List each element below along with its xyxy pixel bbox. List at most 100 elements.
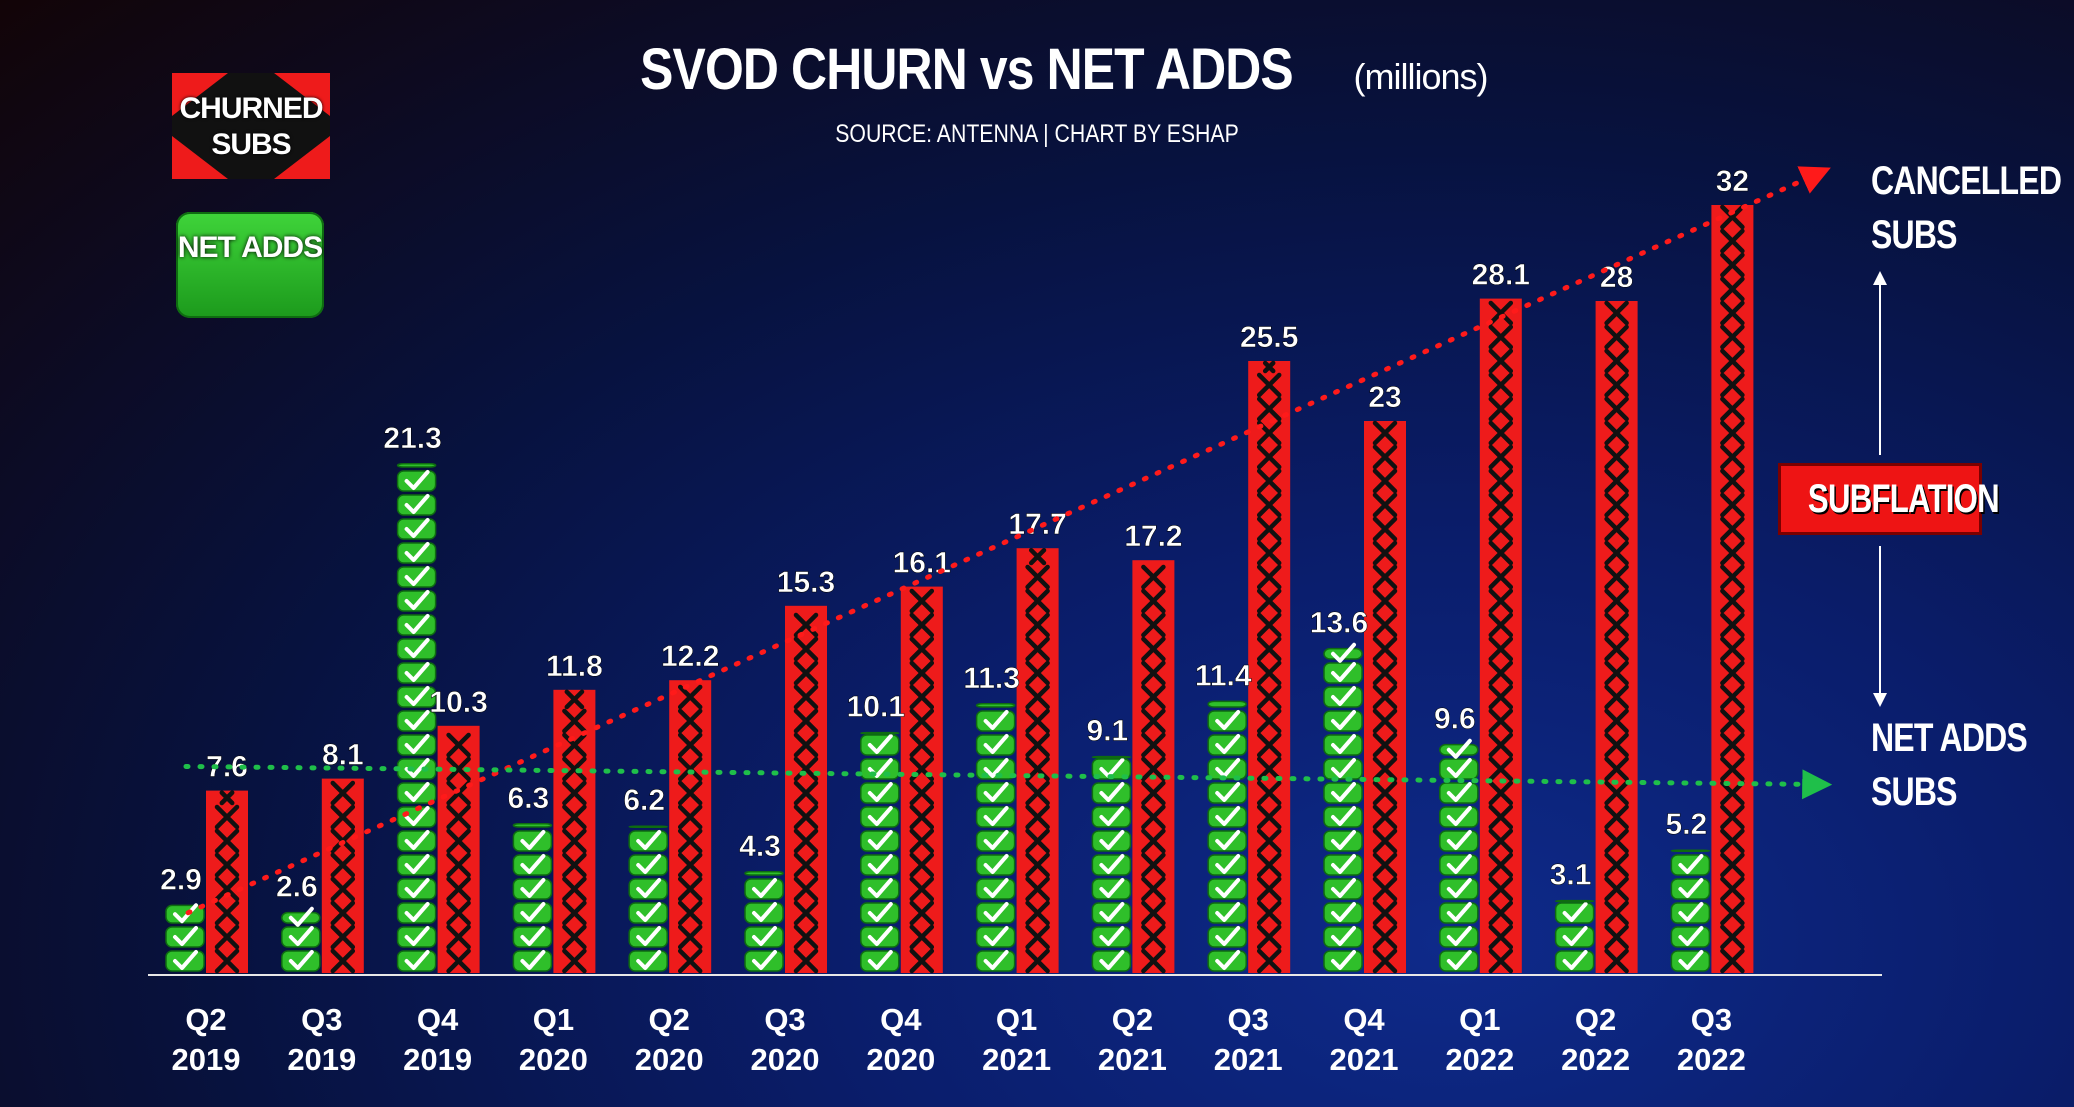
churned-value-label: 25.5 [1240,321,1298,354]
x-tick-year: 2020 [519,1042,588,1077]
net-adds-value-label: 21.3 [383,422,441,455]
net-adds-bar [1554,899,1595,972]
x-tick-quarter: Q2 [185,1002,226,1037]
churned-value-label: 23 [1368,381,1401,414]
net-adds-value-label: 9.1 [1087,715,1129,748]
cancelled-line-2: SUBS [1871,213,1958,257]
net-adds-bar [1439,738,1479,972]
x-tick-year: 2019 [403,1042,472,1077]
x-tick-quarter: Q1 [996,1002,1037,1037]
net-adds-value-label: 6.3 [508,782,550,815]
x-tick-quarter: Q3 [764,1002,805,1037]
net-adds-bar [1207,700,1247,972]
trend-lines-layer [183,166,1833,916]
net-adds-value-label: 2.6 [276,871,318,904]
x-tick-year: 2022 [1445,1042,1514,1077]
x-tick-quarter: Q4 [1343,1002,1385,1037]
x-tick-quarter: Q1 [1459,1002,1500,1037]
churned-subs-bar [321,778,364,974]
x-tick-year: 2020 [751,1042,820,1077]
legend-net-adds-label: NET ADDS [177,231,323,264]
churned-value-label: 17.2 [1124,520,1182,553]
churned-subs-bar [1016,547,1059,974]
subflation-badge: SUBFLATION [1781,466,2000,532]
churned-value-label: 32 [1716,165,1749,198]
legend-churned-label: CHURNED SUBS [179,92,324,161]
net-adds-line-1: NET ADDS [1871,716,2028,760]
net-adds-value-label: 10.1 [847,691,905,724]
x-tick-year: 2020 [866,1042,935,1077]
churned-subs-bar [1248,360,1291,974]
net-adds-bar [512,823,553,972]
x-tick-year: 2021 [1098,1042,1167,1077]
bars-layer [165,204,1754,974]
net-adds-bar [396,463,437,972]
x-tick-year: 2020 [635,1042,704,1077]
net-adds-bar [1091,755,1132,972]
x-tick-quarter: Q4 [880,1002,922,1037]
churned-value-label: 12.2 [661,640,719,673]
x-tick-quarter: Q3 [301,1002,342,1037]
churned-subs-bar [437,725,480,974]
net-adds-line-2: SUBS [1871,770,1958,814]
x-tick-year: 2021 [1330,1042,1399,1077]
churned-subs-bar [1711,204,1754,974]
net-adds-bar [281,906,321,972]
net-adds-value-label: 5.2 [1666,808,1708,841]
churn-trend-line [185,166,1831,916]
x-tick-year: 2021 [1214,1042,1283,1077]
net-adds-bar [975,703,1016,972]
chart-title-main: SVOD CHURN vs NET ADDS [639,37,1294,102]
x-tick-quarter: Q2 [1112,1002,1153,1037]
net-adds-value-label: 2.9 [160,863,202,896]
net-adds-bar [860,731,900,972]
x-tick-quarter: Q2 [1575,1002,1616,1037]
net-adds-value-label: 11.3 [963,662,1020,695]
net-adds-value-label: 9.6 [1434,703,1476,736]
subflation-label: SUBFLATION [1807,477,2000,521]
x-tick-year: 2021 [982,1042,1051,1077]
x-tick-year: 2019 [172,1042,241,1077]
x-tick-quarter: Q4 [417,1002,459,1037]
x-tick-quarter: Q3 [1691,1002,1732,1037]
churned-subs-bar [900,586,943,974]
x-tick-year: 2019 [287,1042,356,1077]
net-adds-subs-label: NET ADDS SUBS [1871,711,2028,819]
churned-subs-bar [1132,560,1175,974]
churned-value-label: 10.3 [429,686,487,719]
churned-value-label: 11.8 [546,650,603,683]
x-tick-quarter: Q1 [533,1002,574,1037]
x-tick-quarter: Q3 [1228,1002,1269,1037]
x-tick-year: 2022 [1561,1042,1630,1077]
net-adds-value-label: 11.4 [1195,659,1252,692]
churned-subs-bar [206,790,248,974]
cancelled-subs-label: CANCELLED SUBS [1871,154,2062,262]
chart-title-unit: (millions) [1353,56,1488,97]
x-tick-labels: Q2 2019 Q3 2019 Q4 2019 Q1 2020 Q2 2020 Q3 2020 Q4 20… [172,1002,1746,1077]
net-adds-bar [165,903,205,972]
net-adds-value-label: 13.6 [1310,607,1368,640]
net-adds-value-label: 6.2 [623,784,665,817]
cancelled-line-1: CANCELLED [1871,159,2062,203]
net-adds-bar [744,871,784,972]
chart-title: SVOD CHURN vs NET ADDS (millions) [0,36,2074,103]
value-labels-layer: 2.97.62.68.121.310.36.311.86.212.24.315.… [160,165,1749,904]
net-adds-trend-line [183,763,1833,800]
churned-subs-bar [785,605,827,974]
net-adds-bar [1323,642,1363,972]
churned-subs-bar [1364,420,1406,974]
legend-net-adds: NET ADDS [176,212,324,318]
net-adds-bar [628,825,668,972]
churned-subs-bar [669,680,712,974]
x-tick-year: 2022 [1677,1042,1746,1077]
x-tick-quarter: Q2 [649,1002,690,1037]
legend-churned-subs: CHURNED SUBS [172,73,330,179]
churned-subs-bar [1595,300,1638,974]
net-adds-value-label: 4.3 [739,830,781,863]
churned-subs-bar [1479,298,1522,974]
churned-value-label: 28.1 [1472,259,1530,292]
churned-subs-bar [553,689,596,974]
chart-subtitle: SOURCE: ANTENNA | CHART BY ESHAP [835,120,1239,148]
